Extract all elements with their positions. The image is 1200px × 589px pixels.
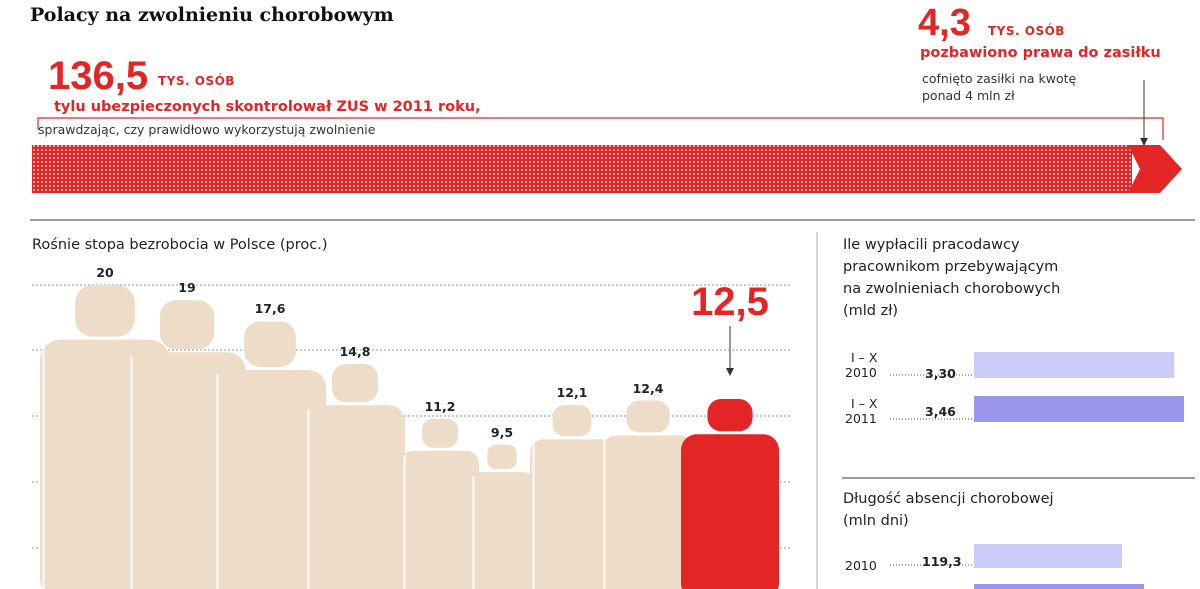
figure-bar bbox=[401, 418, 479, 589]
infographic-title: Polacy na zwolnieniu chorobowym bbox=[30, 4, 394, 26]
absence-bar-2011-cropped bbox=[974, 584, 1144, 589]
figure-body bbox=[681, 434, 779, 589]
absence-value-label-1: 119,3 bbox=[922, 554, 962, 569]
figure-body bbox=[601, 435, 695, 589]
absence-category-1: 2010 bbox=[845, 558, 877, 573]
absence-title-line2: (mln dni) bbox=[843, 513, 909, 529]
payments-category-1-period: I – X bbox=[851, 350, 878, 365]
payments-bar-2010 bbox=[974, 352, 1175, 378]
figure-highlight-edge bbox=[42, 343, 45, 589]
absence-bar-2010 bbox=[974, 544, 1122, 568]
figure-highlight-edge bbox=[403, 454, 406, 589]
controlled-value: 136,5 bbox=[48, 54, 149, 98]
payments-category-2-year: 2011 bbox=[845, 411, 877, 426]
figure-head bbox=[332, 364, 378, 403]
controlled-bracket bbox=[37, 117, 1164, 140]
controlled-note: sprawdzając, czy prawidłowo wykorzystują… bbox=[38, 122, 376, 137]
highlight-value-label: 12,5 bbox=[691, 280, 769, 324]
figure-body bbox=[214, 369, 326, 589]
payments-category-1-year: 2010 bbox=[845, 365, 877, 380]
highlight-arrowhead bbox=[726, 368, 734, 376]
payments-category-2: I – X 2011 bbox=[845, 396, 877, 426]
figure-highlight-edge bbox=[216, 373, 219, 589]
deprived-note-line2: ponad 4 mln zł bbox=[922, 88, 1015, 103]
figure-bar bbox=[470, 444, 534, 589]
payments-value-label-1: 3,30 bbox=[925, 366, 956, 381]
figure-head bbox=[159, 300, 215, 350]
figure-highlight-edge bbox=[532, 443, 535, 589]
figure-body bbox=[530, 439, 614, 589]
deprived-arrow-shape bbox=[1128, 145, 1182, 193]
deprived-value: 4,3 bbox=[918, 2, 971, 44]
deprived-lead: pozbawiono prawa do zasiłku bbox=[920, 45, 1161, 61]
figure-bar bbox=[214, 321, 326, 589]
figure-head bbox=[552, 405, 592, 437]
payments-category-1: I – X 2010 bbox=[845, 350, 877, 380]
figure-body bbox=[470, 472, 534, 589]
figure-highlight-edge bbox=[130, 356, 133, 589]
unemployment-title: Rośnie stopa bezrobocia w Polsce (proc.) bbox=[32, 237, 328, 253]
pointer-arrowhead bbox=[1140, 138, 1148, 146]
figure-head bbox=[626, 400, 670, 433]
figure-body bbox=[401, 450, 479, 589]
figure-highlight-edge bbox=[307, 409, 310, 589]
figure-head bbox=[75, 285, 135, 337]
highlight-figure-bar bbox=[681, 399, 779, 589]
unemployment-value-label: 12,4 bbox=[632, 380, 664, 396]
deprived-note-line1: cofnięto zasiłki na kwotę bbox=[922, 71, 1077, 86]
figure-head bbox=[707, 399, 753, 432]
payments-category-2-period: I – X bbox=[851, 396, 878, 411]
figure-head bbox=[487, 444, 517, 470]
payments-title-line2: pracownikom przebywającym bbox=[843, 259, 1059, 275]
controlled-lead: tylu ubezpieczonych skontrolował ZUS w 2… bbox=[54, 99, 481, 115]
figure-body bbox=[305, 405, 405, 589]
figure-bar bbox=[530, 405, 614, 589]
figure-head bbox=[422, 418, 458, 448]
controlled-unit: TYS. OSÓB bbox=[158, 74, 235, 88]
payments-bar-2011 bbox=[974, 396, 1184, 422]
unemployment-value-label: 17,6 bbox=[254, 301, 286, 317]
absence-title-line1: Długość absencji chorobowej bbox=[843, 491, 1054, 507]
payments-title-line4: (mld zł) bbox=[843, 303, 899, 319]
absence-title: Długość absencji chorobowej (mln dni) bbox=[843, 488, 1054, 532]
figure-highlight-edge bbox=[472, 476, 475, 589]
unemployment-value-label: 20 bbox=[96, 265, 114, 280]
figure-bar bbox=[601, 400, 695, 589]
unemployment-value-label: 14,8 bbox=[339, 344, 371, 360]
payments-title-line3: na zwolnieniach chorobowych bbox=[843, 281, 1061, 297]
figure-highlight-edge bbox=[603, 439, 606, 589]
unemployment-value-label: 19 bbox=[178, 280, 196, 296]
figure-bar bbox=[305, 364, 405, 589]
deprived-unit: TYS. OSÓB bbox=[988, 24, 1065, 38]
figure-head bbox=[244, 321, 296, 367]
payments-title-line1: Ile wypłacili pracodawcy bbox=[843, 237, 1020, 253]
unemployment-value-label: 12,1 bbox=[556, 385, 588, 401]
payments-value-label-2: 3,46 bbox=[925, 404, 956, 419]
payments-title: Ile wypłacili pracodawcy pracownikom prz… bbox=[843, 234, 1060, 322]
unemployment-value-label: 11,2 bbox=[424, 398, 456, 414]
controlled-dotted-bar bbox=[32, 145, 1132, 193]
unemployment-value-label: 9,5 bbox=[490, 424, 514, 440]
